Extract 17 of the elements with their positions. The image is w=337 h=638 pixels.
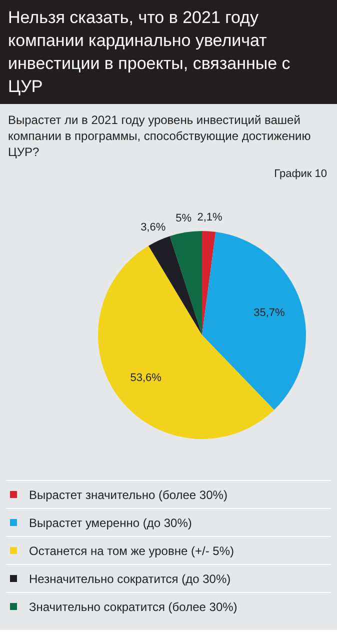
chart-subtitle: Вырастет ли в 2021 году уровень инвестиций вашей компании в программы, способствующие достижению ЦУР? [7,112,312,160]
legend-label: Значительно сократится (более 30%) [29,600,238,614]
pie-slice [170,231,202,335]
pie-slice [202,232,306,410]
data-label: 53,6% [130,372,162,384]
legend-label: Вырастет умеренно (до 30%) [29,516,192,530]
legend-label: Останется на том же уровне (+/- 5%) [29,544,234,558]
legend-label: Незначительно сократится (до 30%) [29,572,231,586]
text: График 10 [273,167,328,180]
pie-slice [148,236,202,335]
legend-label: Вырастет значительно (более 30%) [29,488,228,502]
data-label: 35,7% [254,306,285,319]
chart-title: Нельзя сказать, что в 2021 году компании кардинально увеличат инвестиции в проекты, связанные с ЦУР [0,0,337,104]
data-label: 2,1% [197,211,223,224]
pie-slice [202,231,216,335]
data-label: 5% [176,212,192,224]
data-label: 3,6% [140,222,166,234]
